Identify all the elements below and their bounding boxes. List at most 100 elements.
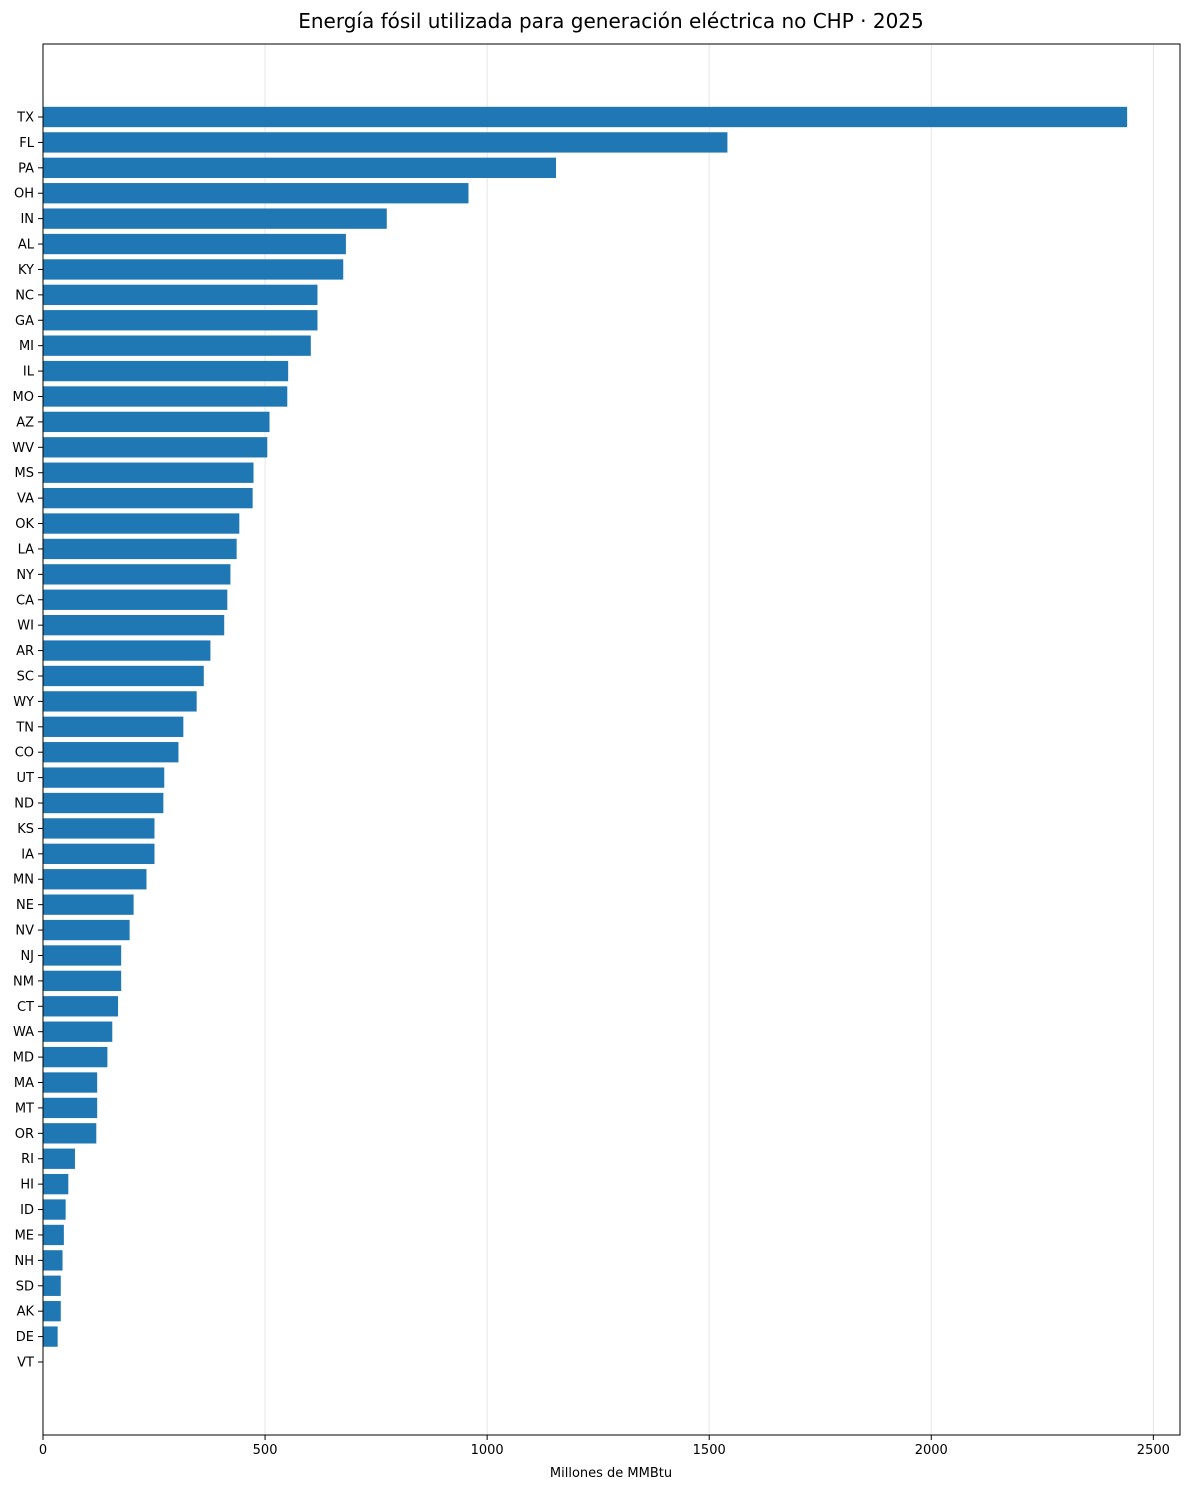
bar-me (43, 1224, 64, 1246)
bar-sd (43, 1275, 61, 1296)
y-tick-label: TN (15, 720, 34, 735)
x-tick-label: 2500 (1137, 1443, 1170, 1458)
bar-ak (43, 1301, 61, 1322)
x-tick-label: 1500 (693, 1443, 726, 1458)
y-tick-label: MI (19, 339, 34, 354)
y-tick-label: AK (17, 1305, 35, 1320)
bar-ga (43, 310, 318, 331)
y-tick-label: NC (15, 288, 34, 303)
y-tick-label: WV (12, 441, 34, 456)
bar-al (43, 233, 346, 255)
bars (43, 106, 1128, 1347)
bar-sc (43, 665, 204, 687)
bar-ky (43, 259, 344, 280)
y-tick-label: VA (17, 492, 34, 507)
y-tick-label: PA (18, 161, 34, 176)
y-tick-label: DE (16, 1330, 34, 1345)
bar-mo (43, 386, 288, 407)
bar-mn (43, 869, 147, 890)
bar-pa (43, 157, 556, 178)
y-tick-label: NV (15, 924, 34, 939)
bar-ny (43, 564, 231, 585)
bar-fl (43, 132, 728, 153)
bar-nh (43, 1250, 63, 1271)
bar-tn (43, 716, 184, 737)
chart-title: Energía fósil utilizada para generación … (298, 9, 924, 33)
y-tick-label: CT (17, 1000, 34, 1015)
y-axis-ticks: TX FL PA OH IN AL KY NC GA MI IL MO AZ WV MS VA OK LA NY CA… (12, 111, 43, 1371)
y-tick-label: OR (15, 1127, 34, 1142)
bar-wv (43, 437, 268, 458)
y-tick-label: OH (14, 187, 34, 202)
y-tick-label: MD (13, 1051, 34, 1066)
bar-hi (43, 1173, 69, 1195)
plot-frame (42, 43, 1181, 1436)
y-tick-label: AZ (16, 415, 34, 430)
bar-ri (43, 1148, 75, 1169)
bar-co (43, 742, 179, 763)
bar-in (43, 208, 387, 229)
x-tick-label: 2000 (915, 1443, 948, 1458)
bar-oh (43, 183, 469, 204)
bar-nd (43, 792, 164, 814)
y-tick-label: TX (16, 111, 34, 126)
y-tick-label: MS (15, 466, 34, 481)
bar-la (43, 538, 237, 560)
bar-md (43, 1046, 108, 1068)
y-tick-label: AR (16, 644, 34, 659)
bar-ks (43, 818, 155, 839)
y-tick-label: MN (13, 873, 34, 888)
x-tick-label: 1000 (471, 1443, 504, 1458)
bar-ut (43, 767, 165, 788)
bar-wa (43, 1021, 113, 1042)
y-tick-label: AL (18, 238, 35, 253)
y-tick-label: KY (18, 263, 34, 278)
y-tick-label: NE (16, 898, 34, 913)
x-tick-label: 0 (39, 1443, 47, 1458)
x-axis-ticks: 0 500 1000 1500 2000 2500 (39, 1435, 1170, 1458)
y-tick-label: WA (13, 1025, 34, 1040)
y-tick-label: SC (17, 669, 34, 684)
bar-tx (43, 106, 1128, 128)
bar-nj (43, 945, 122, 966)
y-tick-label: WY (13, 695, 34, 710)
x-axis-label: Millones de MMBtu (550, 1466, 672, 1481)
bar-ma (43, 1072, 98, 1093)
x-tick-label: 500 (253, 1443, 278, 1458)
y-tick-label: NH (15, 1254, 35, 1269)
y-tick-label: UT (17, 771, 35, 786)
bar-ca (43, 589, 228, 610)
bar-nv (43, 919, 130, 941)
bar-ok (43, 513, 240, 534)
bar-or (43, 1123, 97, 1144)
y-tick-label: ME (15, 1228, 34, 1243)
bar-ne (43, 894, 134, 915)
y-tick-label: KS (17, 822, 34, 837)
y-tick-label: NJ (20, 949, 34, 964)
y-tick-label: WI (17, 619, 34, 634)
y-tick-label: CA (16, 593, 34, 608)
y-tick-label: OK (15, 517, 34, 532)
bar-wi (43, 615, 225, 636)
y-tick-label: ID (20, 1203, 34, 1218)
y-tick-label: NM (13, 974, 34, 989)
y-tick-label: CO (15, 746, 34, 761)
y-tick-label: LA (18, 542, 35, 557)
y-tick-label: FL (19, 136, 34, 151)
bar-ia (43, 843, 155, 864)
bar-il (43, 360, 289, 382)
y-tick-label: SD (16, 1279, 34, 1294)
bar-mt (43, 1097, 98, 1119)
y-tick-label: ND (14, 797, 34, 812)
bar-nm (43, 970, 122, 992)
y-tick-label: RI (21, 1152, 34, 1167)
bar-mi (43, 335, 311, 356)
bar-ar (43, 640, 211, 661)
bar-de (43, 1326, 58, 1347)
y-tick-label: MA (14, 1076, 34, 1091)
bar-az (43, 411, 270, 433)
y-tick-label: IA (21, 847, 34, 862)
bar-ms (43, 462, 254, 483)
y-tick-label: HI (20, 1178, 34, 1193)
